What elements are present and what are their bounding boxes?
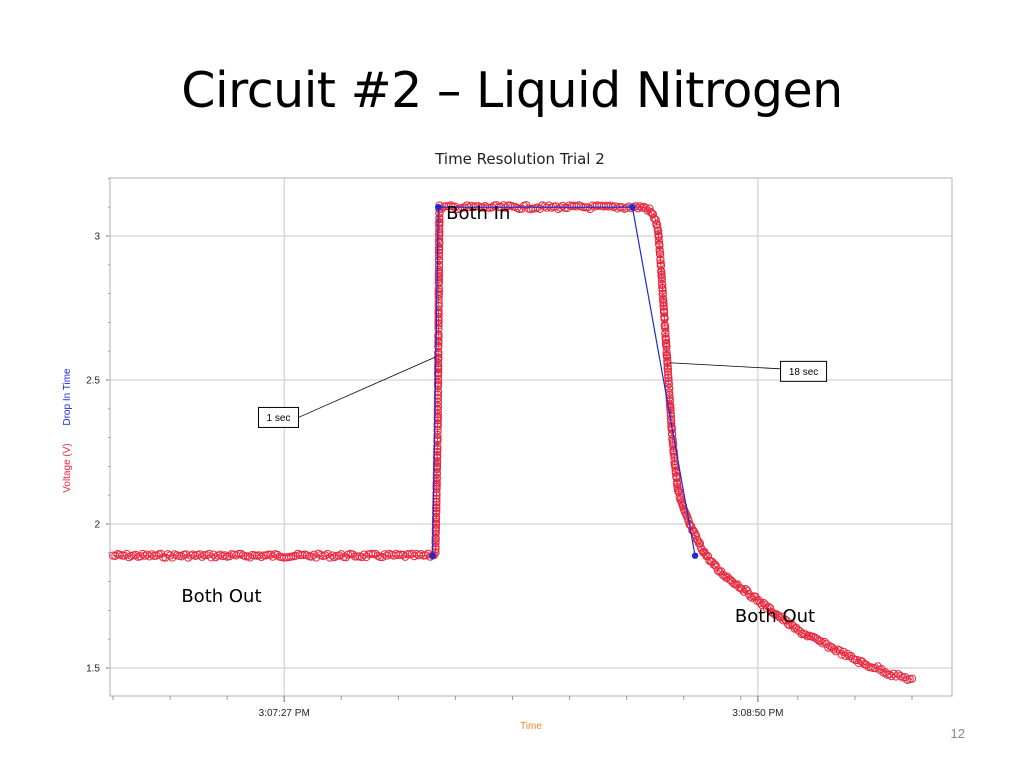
- plot-frame: [109, 177, 953, 697]
- drop-in-time-point: [629, 204, 636, 211]
- y-axis-label-drop-in-time: Drop In Time: [62, 368, 73, 426]
- voltage-point: [746, 592, 755, 601]
- annotations: Both In Both Out Both Out: [181, 203, 815, 627]
- voltage-point: [779, 616, 788, 625]
- voltage-point: [606, 201, 615, 210]
- annotation-label: Both In: [446, 203, 510, 224]
- x-tick-label: 3:08:50 PM: [732, 708, 783, 719]
- voltage-point: [762, 604, 772, 613]
- voltage-point: [378, 553, 387, 562]
- voltage-point: [357, 553, 366, 562]
- drop-in-time-line: [432, 206, 696, 556]
- voltage-point: [369, 549, 378, 559]
- voltage-point: [446, 201, 455, 210]
- callout-label: 18 sec: [789, 367, 818, 378]
- voltage-point: [713, 566, 723, 575]
- voltage-point: [769, 609, 778, 618]
- slide-number: 12: [950, 726, 965, 741]
- axis-ticks: 1.5 2 2.5 3 3:07:27 PM 3:08:50 PM: [86, 177, 913, 719]
- voltage-series: [108, 201, 917, 684]
- voltage-point: [738, 585, 747, 594]
- voltage-point: [653, 223, 662, 232]
- voltage-point: [801, 630, 810, 639]
- voltage-point: [862, 660, 871, 669]
- y-axis-label: Voltage (V) Drop In Time: [62, 368, 73, 493]
- voltage-point: [197, 552, 207, 561]
- drop-in-time-point: [429, 552, 436, 559]
- chart-title: Time Resolution Trial 2: [435, 150, 605, 168]
- callout-box: [258, 406, 300, 428]
- voltage-point: [646, 207, 655, 216]
- annotation-label: Both Out: [181, 586, 261, 607]
- callout-box: [780, 360, 828, 382]
- voltage-point: [647, 209, 656, 218]
- voltage-point: [273, 550, 282, 559]
- voltage-point: [818, 639, 827, 648]
- drop-in-time-series: [429, 204, 699, 559]
- voltage-point: [756, 598, 765, 607]
- x-tick-label: 3:07:27 PM: [259, 708, 310, 719]
- grid-lines: [110, 178, 952, 696]
- y-tick-label: 1.5: [86, 664, 100, 675]
- voltage-point: [635, 202, 645, 211]
- voltage-point: [848, 654, 858, 663]
- voltage-point: [829, 645, 839, 654]
- x-axis-label: Time: [520, 721, 542, 732]
- voltage-point: [651, 215, 660, 224]
- y-tick-label: 3: [94, 232, 100, 243]
- callout-label: 1 sec: [267, 413, 291, 424]
- voltage-point: [401, 552, 410, 561]
- slide-title: Circuit #2 – Liquid Nitrogen: [181, 62, 843, 119]
- voltage-point: [685, 519, 694, 529]
- annotation-label: Both Out: [735, 606, 815, 627]
- voltage-line: [113, 206, 913, 680]
- voltage-point: [692, 531, 701, 540]
- voltage-point: [307, 552, 316, 561]
- callout-leader: [298, 356, 436, 418]
- voltage-point: [703, 552, 713, 561]
- drop-in-time-point: [691, 552, 699, 559]
- y-tick-label: 2: [94, 520, 100, 531]
- callouts: 1 sec 18 sec: [258, 356, 828, 428]
- voltage-point: [739, 587, 749, 596]
- voltage-point: [774, 611, 783, 621]
- y-tick-label: 2.5: [86, 376, 100, 387]
- y-axis-label-voltage: Voltage (V): [62, 443, 73, 492]
- drop-in-time-point: [435, 204, 442, 211]
